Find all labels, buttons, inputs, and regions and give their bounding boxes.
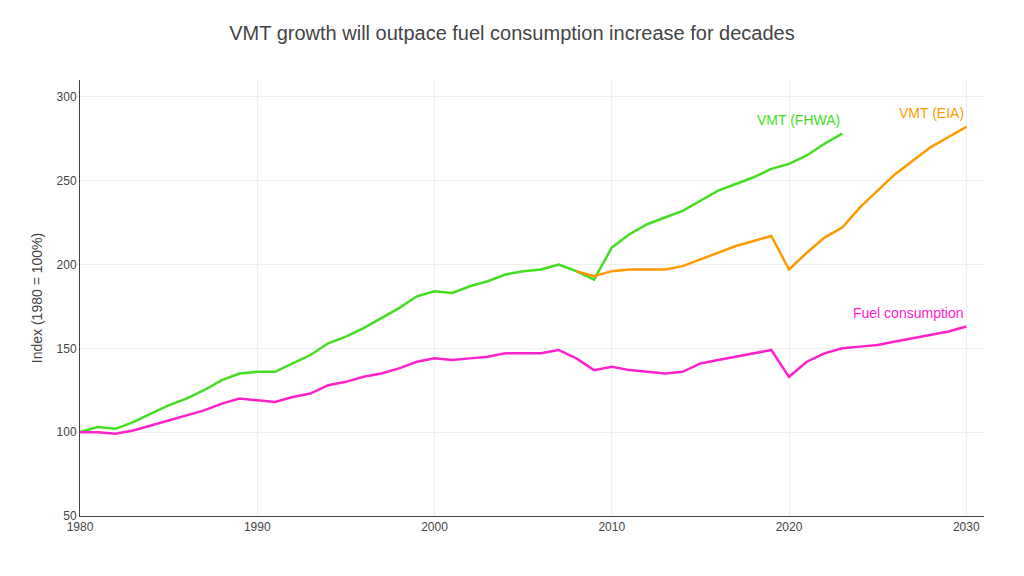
svg-text:Fuel consumption: Fuel consumption [853,305,964,321]
svg-text:2020: 2020 [776,520,803,534]
svg-text:Index (1980 = 100%): Index (1980 = 100%) [29,233,45,363]
svg-text:VMT (FHWA): VMT (FHWA) [757,112,840,128]
svg-text:VMT (EIA): VMT (EIA) [899,105,964,121]
svg-text:200: 200 [57,258,77,272]
svg-text:100: 100 [57,425,77,439]
svg-text:2010: 2010 [598,520,625,534]
svg-text:300: 300 [57,90,77,104]
svg-text:50: 50 [63,509,77,523]
svg-text:2000: 2000 [421,520,448,534]
svg-text:150: 150 [57,342,77,356]
svg-text:1980: 1980 [67,520,94,534]
svg-text:2030: 2030 [953,520,980,534]
svg-text:VMT growth will outpace fuel c: VMT growth will outpace fuel consumption… [229,22,794,44]
svg-text:1990: 1990 [244,520,271,534]
svg-text:250: 250 [57,174,77,188]
